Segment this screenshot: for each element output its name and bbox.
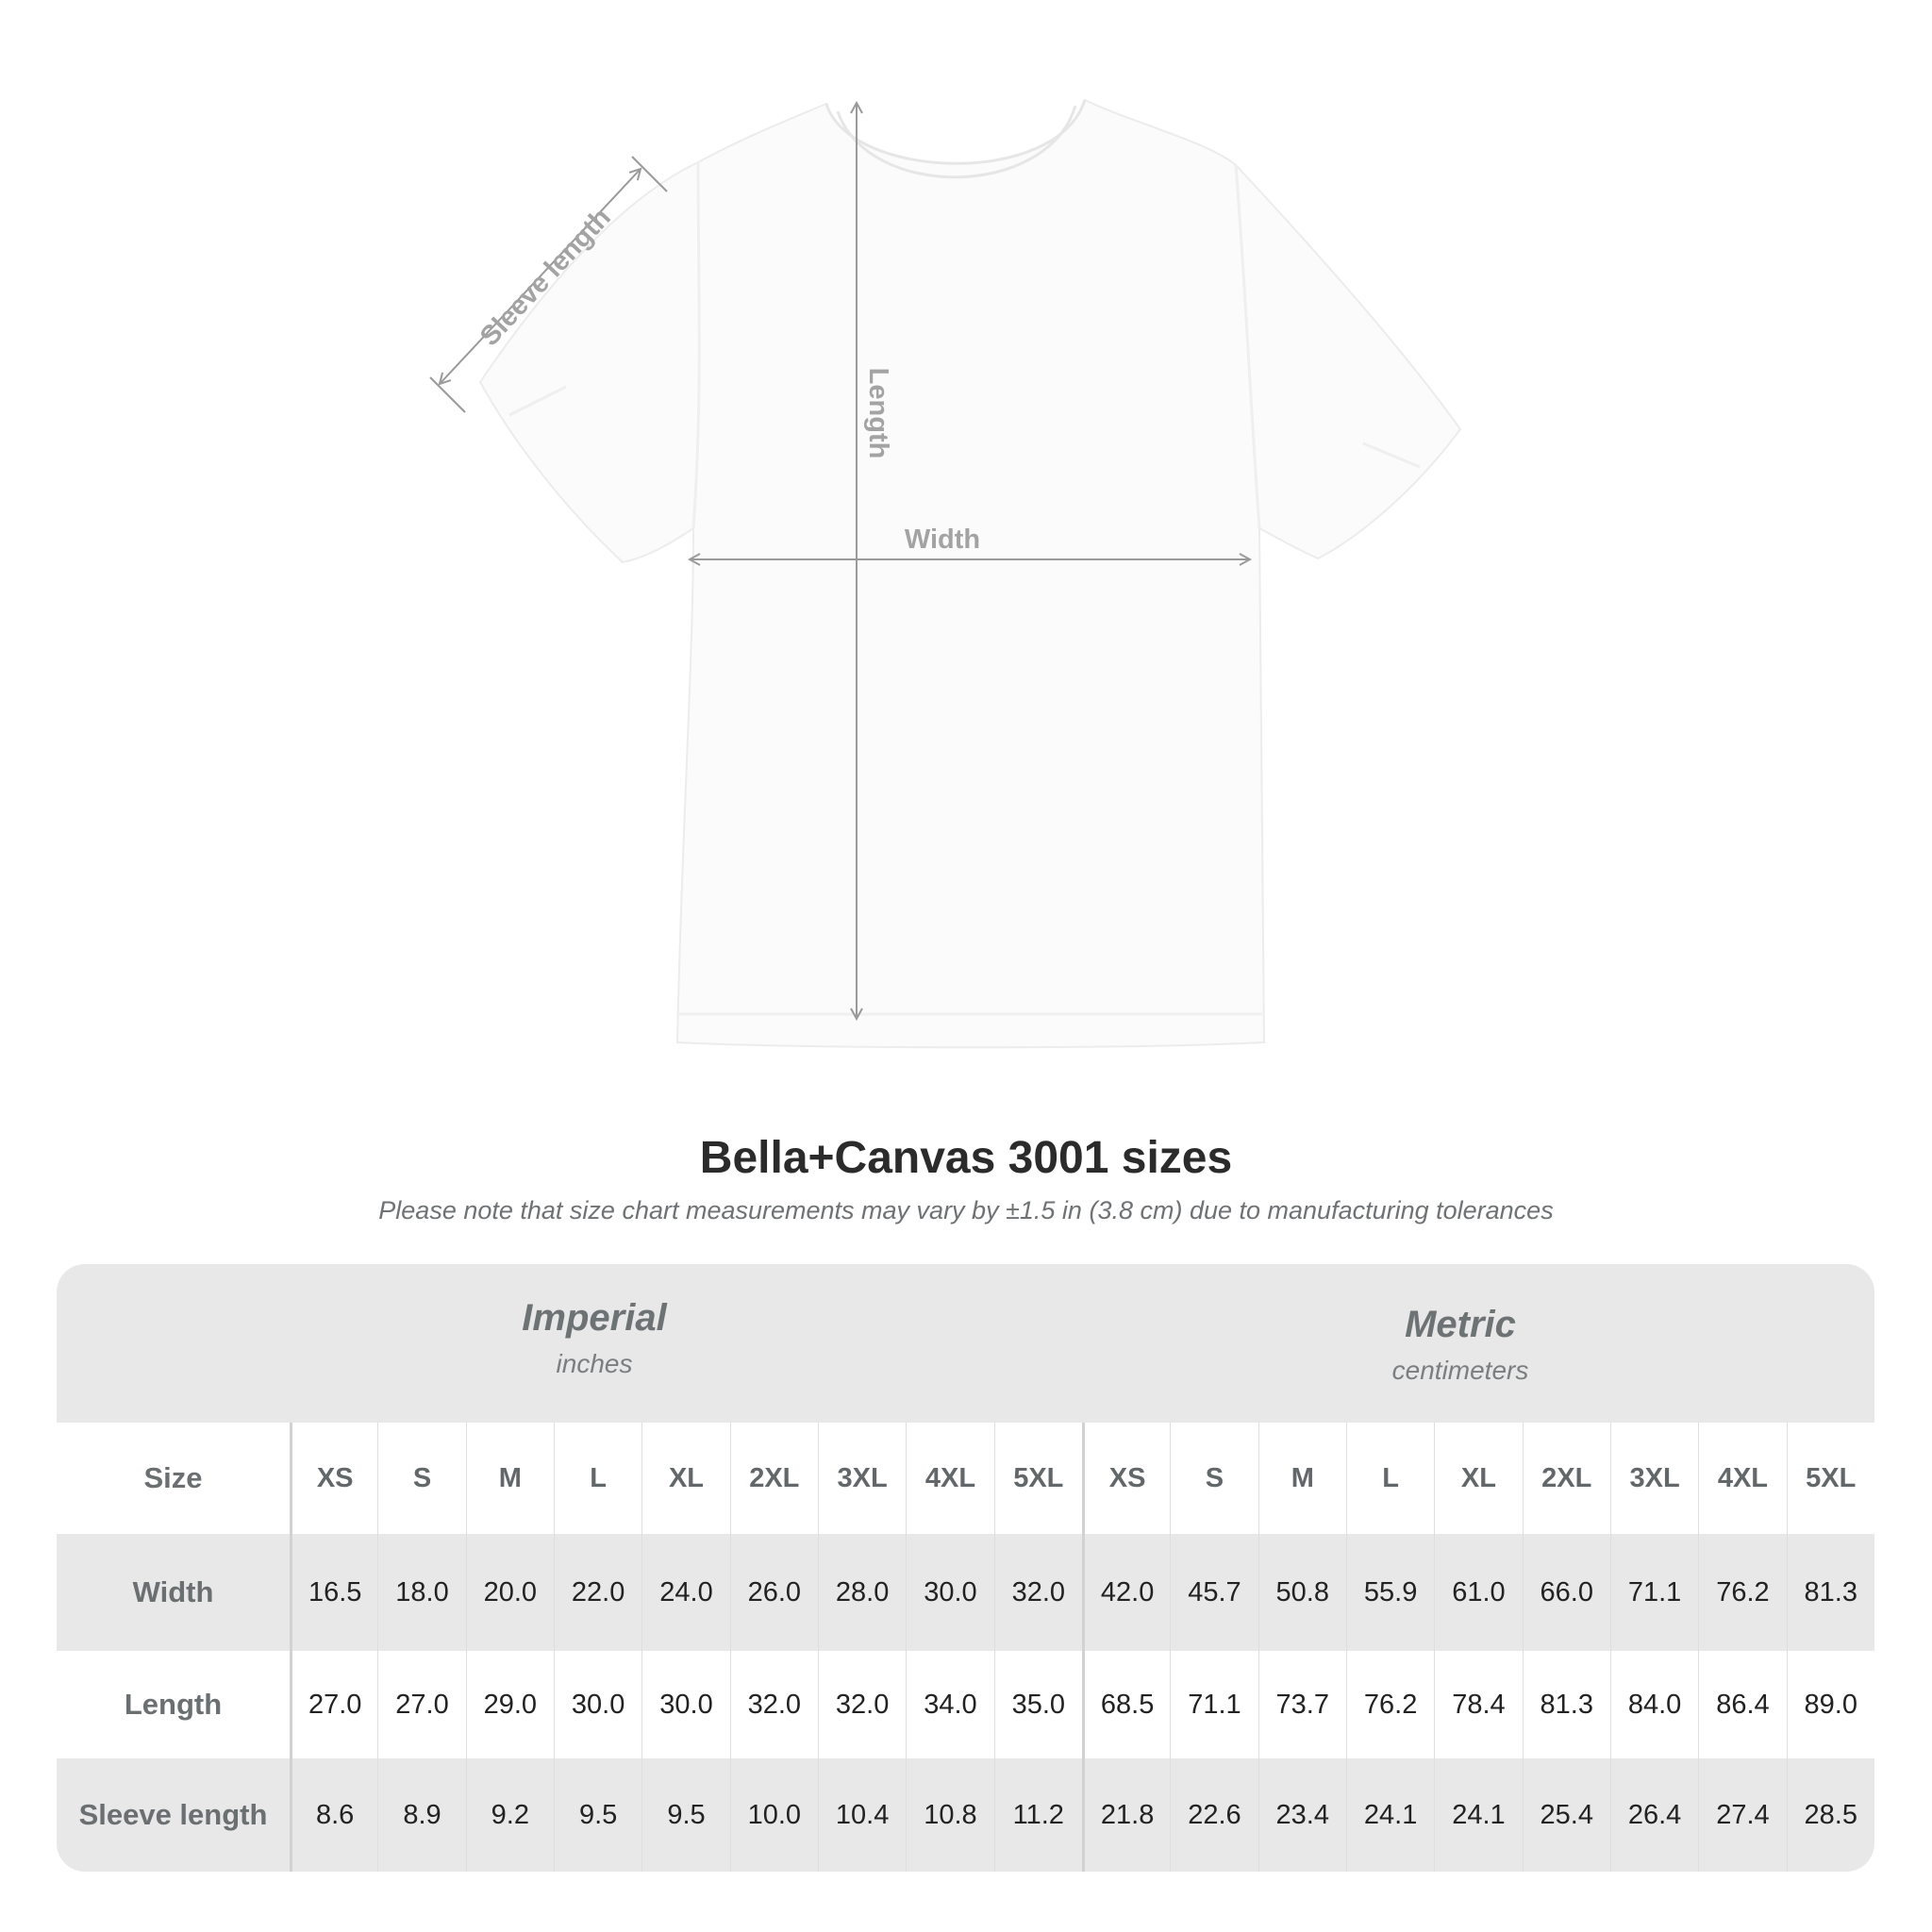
value-cell-metric: 27.4 <box>1698 1758 1786 1872</box>
value-cell-metric: 26.4 <box>1609 1758 1698 1872</box>
value-cell-metric: 81.3 <box>1522 1651 1610 1758</box>
size-header-metric: S <box>1170 1423 1257 1534</box>
value-cell-metric: 84.0 <box>1609 1651 1698 1758</box>
value-cell-metric: 55.9 <box>1345 1534 1434 1651</box>
value-cell-metric: 73.7 <box>1257 1651 1346 1758</box>
value-cell-imperial: 27.0 <box>377 1651 465 1758</box>
tshirt-diagram: Sleeve length Length Width <box>429 98 1462 1049</box>
size-header-imperial: XS <box>290 1423 377 1534</box>
value-cell-imperial: 35.0 <box>993 1651 1082 1758</box>
table-row: Length 27.0 27.0 29.0 30.0 30.0 32.0 32.0 34.0 35… <box>57 1651 1874 1758</box>
value-cell-imperial: 30.0 <box>641 1651 729 1758</box>
value-cell-metric: 76.2 <box>1345 1651 1434 1758</box>
value-cell-imperial: 9.5 <box>553 1758 641 1872</box>
size-header-imperial: 4XL <box>906 1423 993 1534</box>
value-cell-metric: 45.7 <box>1170 1534 1257 1651</box>
value-cell-imperial: 30.0 <box>906 1534 993 1651</box>
value-cell-metric: 71.1 <box>1170 1651 1257 1758</box>
size-header-imperial: XL <box>641 1423 729 1534</box>
size-header-metric: 3XL <box>1609 1423 1698 1534</box>
tolerance-note: Please note that size chart measurements… <box>378 1196 1554 1224</box>
metric-unit: centimeters <box>1391 1356 1529 1385</box>
size-header-imperial: 3XL <box>817 1423 906 1534</box>
size-header-row: Size XS S M L XL 2XL 3XL 4XL 5XL XS S M L XL 2XL 3XL 4XL 5… <box>57 1423 1874 1534</box>
sleeve-length-arrow <box>440 169 641 384</box>
size-header-metric: 4XL <box>1698 1423 1786 1534</box>
value-cell-imperial: 10.8 <box>906 1758 993 1872</box>
imperial-unit: inches <box>556 1349 633 1378</box>
value-cell-metric: 23.4 <box>1257 1758 1346 1872</box>
table-row: Sleeve length 8.6 8.9 9.2 9.5 9.5 10.0 10.4 10.8… <box>57 1758 1874 1872</box>
length-label: Length <box>863 368 893 459</box>
value-cell-imperial: 9.5 <box>641 1758 729 1872</box>
value-cell-imperial: 28.0 <box>817 1534 906 1651</box>
value-cell-imperial: 22.0 <box>553 1534 641 1651</box>
value-cell-metric: 68.5 <box>1081 1651 1170 1758</box>
value-cell-imperial: 8.6 <box>290 1758 377 1872</box>
value-cell-metric: 86.4 <box>1698 1651 1786 1758</box>
value-cell-imperial: 20.0 <box>465 1534 554 1651</box>
tshirt-shape <box>478 98 1462 1049</box>
value-cell-metric: 22.6 <box>1170 1758 1257 1872</box>
row-label: Sleeve length <box>78 1798 268 1831</box>
row-label: Length <box>124 1688 223 1721</box>
size-header-imperial: M <box>465 1423 554 1534</box>
value-cell-imperial: 34.0 <box>906 1651 993 1758</box>
value-cell-imperial: 16.5 <box>290 1534 377 1651</box>
value-cell-imperial: 10.0 <box>729 1758 818 1872</box>
value-cell-metric: 24.1 <box>1434 1758 1522 1872</box>
size-header-metric: XS <box>1081 1423 1170 1534</box>
value-cell-imperial: 26.0 <box>729 1534 818 1651</box>
metric-title: Metric <box>1405 1304 1516 1345</box>
size-header-imperial: 5XL <box>993 1423 1082 1534</box>
value-cell-imperial: 11.2 <box>993 1758 1082 1872</box>
table-row: Width 16.5 18.0 20.0 22.0 24.0 26.0 28.0 30.0 32.… <box>57 1534 1874 1651</box>
size-table: Imperial inches Metric centimeters Size X… <box>57 1264 1874 1872</box>
row-label: Width <box>132 1575 214 1608</box>
value-cell-metric: 71.1 <box>1609 1534 1698 1651</box>
value-cell-imperial: 32.0 <box>729 1651 818 1758</box>
metric-header: Metric centimeters <box>1206 1264 1715 1462</box>
row-label: Size <box>143 1461 203 1494</box>
value-cell-metric: 76.2 <box>1698 1534 1786 1651</box>
size-header-metric: XL <box>1434 1423 1522 1534</box>
value-cell-imperial: 27.0 <box>290 1651 377 1758</box>
size-header-metric: L <box>1345 1423 1434 1534</box>
page-title: Bella+Canvas 3001 sizes <box>699 1133 1233 1183</box>
value-cell-metric: 61.0 <box>1434 1534 1522 1651</box>
value-cell-imperial: 32.0 <box>993 1534 1082 1651</box>
value-cell-metric: 89.0 <box>1786 1651 1874 1758</box>
value-cell-imperial: 18.0 <box>377 1534 465 1651</box>
value-cell-imperial: 10.4 <box>817 1758 906 1872</box>
value-cell-metric: 81.3 <box>1786 1534 1874 1651</box>
value-cell-imperial: 9.2 <box>465 1758 554 1872</box>
value-cell-metric: 66.0 <box>1522 1534 1610 1651</box>
value-cell-imperial: 30.0 <box>553 1651 641 1758</box>
value-cell-metric: 25.4 <box>1522 1758 1610 1872</box>
value-cell-metric: 42.0 <box>1081 1534 1170 1651</box>
value-cell-imperial: 24.0 <box>641 1534 729 1651</box>
value-cell-metric: 50.8 <box>1257 1534 1346 1651</box>
value-cell-metric: 78.4 <box>1434 1651 1522 1758</box>
value-cell-imperial: 8.9 <box>377 1758 465 1872</box>
value-cell-metric: 28.5 <box>1786 1758 1874 1872</box>
size-header-imperial: S <box>377 1423 465 1534</box>
size-header-metric: 5XL <box>1786 1423 1874 1534</box>
value-cell-imperial: 29.0 <box>465 1651 554 1758</box>
imperial-title: Imperial <box>522 1297 667 1339</box>
imperial-header: Imperial inches <box>340 1264 849 1456</box>
width-label: Width <box>905 525 980 555</box>
size-header-imperial: 2XL <box>729 1423 818 1534</box>
value-cell-imperial: 32.0 <box>817 1651 906 1758</box>
value-cell-metric: 24.1 <box>1345 1758 1434 1872</box>
size-header-imperial: L <box>553 1423 641 1534</box>
value-cell-metric: 21.8 <box>1081 1758 1170 1872</box>
size-header-metric: M <box>1257 1423 1346 1534</box>
size-header-metric: 2XL <box>1522 1423 1610 1534</box>
